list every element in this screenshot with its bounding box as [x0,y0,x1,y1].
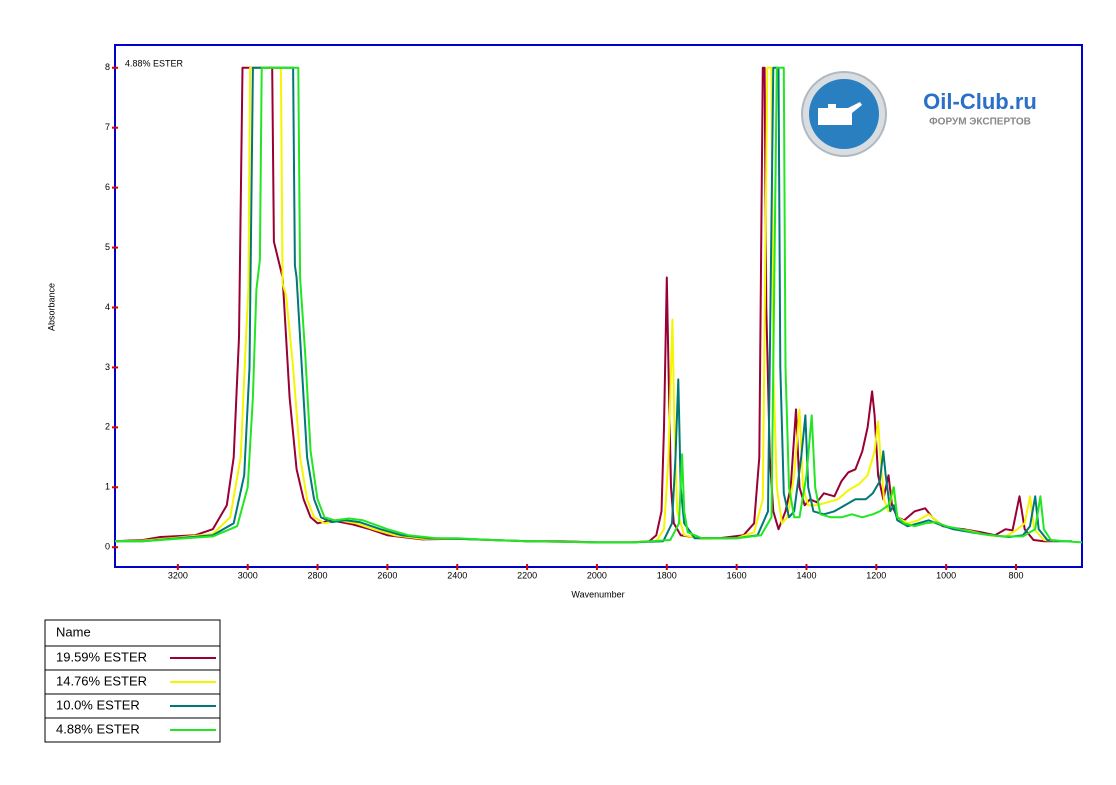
x-tick-label: 2800 [308,570,328,580]
y-tick-label: 4 [105,302,110,312]
y-tick-label: 3 [105,362,110,372]
legend-label: 4.88% ESTER [56,721,140,736]
x-tick-label: 2600 [377,570,397,580]
legend-title: Name [56,624,91,639]
x-tick-label: 1200 [866,570,886,580]
spectrum-line [115,66,1083,544]
y-tick-label: 0 [105,542,110,552]
x-tick-label: 1800 [657,570,677,580]
x-tick-label: 1600 [727,570,747,580]
plot-frame [114,44,1083,568]
y-tick-label: 1 [105,482,110,492]
y-axis-label: Absorbance [46,283,56,331]
legend-label: 14.76% ESTER [56,673,147,688]
x-tick-label: 2000 [587,570,607,580]
x-tick-label: 1000 [936,570,956,580]
x-tick-label: 2200 [517,570,537,580]
y-tick-label: 8 [105,62,110,72]
legend: Name 19.59% ESTER 14.76% ESTER 10.0% ESTER… [44,619,221,743]
spectrum-line [114,66,1058,544]
x-axis-label: Wavenumber [571,589,624,599]
watermark: Oil-Club.ru ФОРУМ ЭКСПЕРТОВ [801,71,1037,157]
legend-label: 19.59% ESTER [56,649,147,664]
logo-oil-can [818,102,862,125]
x-tick-label: 3000 [238,570,258,580]
x-tick-label: 2400 [447,570,467,580]
spectrum-line [115,66,1072,544]
legend-label: 10.0% ESTER [56,697,140,712]
y-tick-label: 6 [105,182,110,192]
y-tick-label: 2 [105,422,110,432]
y-tick-label: 5 [105,242,110,252]
watermark-title: Oil-Club.ru [923,89,1037,114]
watermark-subtitle: ФОРУМ ЭКСПЕРТОВ [929,117,1031,128]
spectrum-line [114,66,1058,544]
annotation: 4.88% ESTER [125,58,184,68]
x-tick-label: 3200 [168,570,188,580]
y-tick-label: 7 [105,122,110,132]
x-tick-label: 800 [1008,570,1023,580]
x-tick-label: 1400 [796,570,816,580]
